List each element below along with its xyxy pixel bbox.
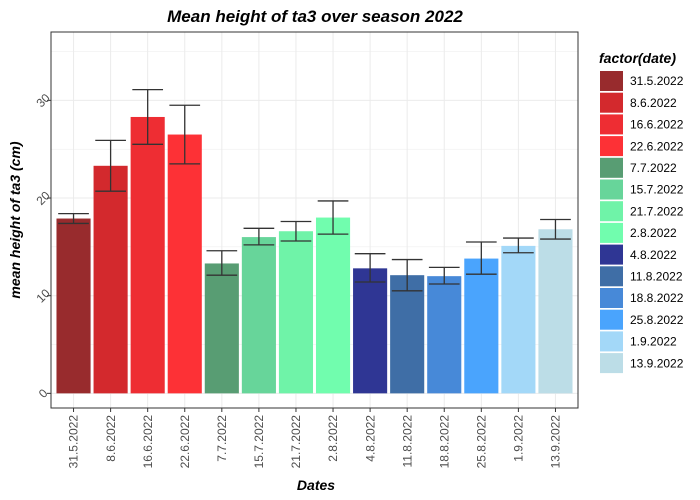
bar-18.8.2022 [427, 276, 462, 394]
y-axis-title: mean height of ta3 (cm) [7, 141, 23, 298]
legend-label: 8.6.2022 [630, 96, 677, 110]
plot-panel [51, 32, 578, 408]
legend-label: 13.9.2022 [630, 356, 684, 370]
bar-2.8.2022 [315, 217, 351, 394]
bar-1.9.2022 [501, 245, 536, 394]
legend-key-22.6.2022 [600, 136, 623, 157]
legend-key-2.8.2022 [600, 222, 623, 243]
bar-8.6.2022 [93, 165, 128, 394]
panel-background [51, 32, 578, 408]
legend-key-18.8.2022 [600, 288, 623, 308]
legend-key-11.8.2022 [600, 266, 623, 287]
x-tick-label: 8.6.2022 [104, 415, 118, 462]
legend-key-15.7.2022 [600, 179, 623, 200]
legend-label: 18.8.2022 [630, 291, 684, 305]
x-tick-label: 18.8.2022 [437, 415, 451, 469]
x-tick-label: 1.9.2022 [512, 415, 526, 462]
error-bars [58, 88, 571, 292]
bar-16.6.2022 [130, 116, 165, 394]
bar-15.7.2022 [241, 237, 276, 394]
x-tick-label: 21.7.2022 [289, 415, 303, 469]
x-tick-label: 16.6.2022 [141, 415, 155, 469]
x-tick-label: 13.9.2022 [549, 415, 563, 469]
legend-key-4.8.2022 [600, 244, 623, 265]
x-axis-title: Dates [297, 477, 335, 493]
bar-22.6.2022 [167, 134, 202, 394]
bar-11.8.2022 [390, 275, 425, 394]
legend-label: 7.7.2022 [630, 161, 677, 175]
legend-key-1.9.2022 [600, 331, 623, 352]
legend-key-13.9.2022 [600, 353, 623, 374]
x-tick-label: 7.7.2022 [215, 415, 229, 462]
x-tick-label: 11.8.2022 [400, 415, 414, 468]
bar-13.9.2022 [538, 229, 573, 394]
legend: factor(date) 31.5.2022 8.6.2022 16.6.2022 2… [599, 50, 684, 374]
x-tick-label: 25.8.2022 [475, 415, 489, 469]
legend-label: 2.8.2022 [630, 226, 677, 240]
bar-31.5.2022 [56, 218, 91, 394]
legend-key-16.6.2022 [600, 114, 623, 135]
legend-title: factor(date) [599, 50, 676, 66]
legend-key-31.5.2022 [600, 71, 623, 91]
legend-label: 16.6.2022 [630, 118, 684, 132]
legend-label: 11.8.2022 [630, 270, 683, 284]
plot-panel-border [50, 31, 579, 409]
legend-label: 4.8.2022 [630, 248, 677, 262]
legend-label: 22.6.2022 [630, 139, 684, 153]
legend-label: 31.5.2022 [630, 74, 684, 88]
legend-label: 15.7.2022 [630, 183, 684, 197]
bar-7.7.2022 [204, 263, 239, 394]
legend-label: 25.8.2022 [630, 313, 684, 327]
bar-25.8.2022 [464, 258, 499, 394]
legend-key-21.7.2022 [600, 201, 623, 222]
x-axis: 31.5.2022 8.6.2022 16.6.2022 22.6.2022 7.7.2… [67, 408, 563, 468]
x-tick-label: 4.8.2022 [363, 415, 377, 462]
x-tick-label: 15.7.2022 [252, 415, 266, 469]
legend-label: 1.9.2022 [630, 335, 677, 349]
bar-4.8.2022 [353, 268, 388, 394]
x-tick-label: 22.6.2022 [178, 415, 192, 469]
bars [56, 116, 573, 394]
bar-21.7.2022 [278, 231, 314, 394]
chart-title: Mean height of ta3 over season 2022 [167, 7, 463, 26]
legend-key-7.7.2022 [600, 157, 623, 178]
legend-key-8.6.2022 [600, 92, 623, 113]
legend-label: 21.7.2022 [630, 204, 684, 218]
x-tick-label: 2.8.2022 [326, 415, 340, 462]
x-tick-label: 31.5.2022 [67, 415, 81, 469]
legend-key-25.8.2022 [600, 309, 623, 330]
